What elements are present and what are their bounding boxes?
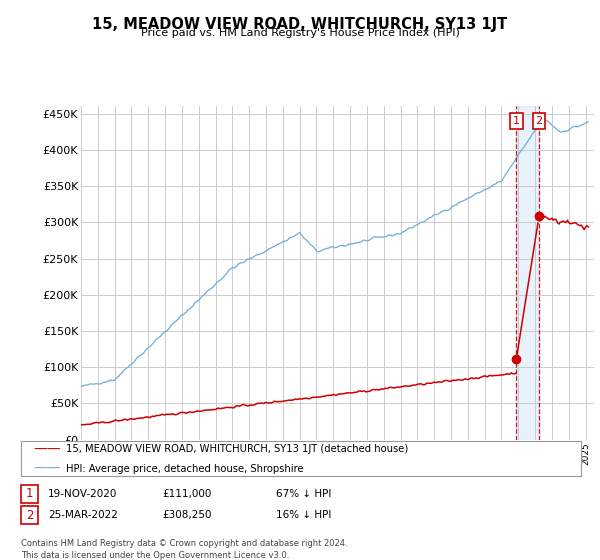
Text: £111,000: £111,000 — [162, 489, 211, 499]
Text: 19-NOV-2020: 19-NOV-2020 — [48, 489, 118, 499]
Text: Contains HM Land Registry data © Crown copyright and database right 2024.
This d: Contains HM Land Registry data © Crown c… — [21, 539, 347, 559]
Text: 15, MEADOW VIEW ROAD, WHITCHURCH, SY13 1JT (detached house): 15, MEADOW VIEW ROAD, WHITCHURCH, SY13 1… — [66, 445, 408, 454]
Text: ——: —— — [33, 461, 61, 476]
Text: 16% ↓ HPI: 16% ↓ HPI — [276, 510, 331, 520]
Text: HPI: Average price, detached house, Shropshire: HPI: Average price, detached house, Shro… — [66, 464, 304, 474]
Text: £308,250: £308,250 — [162, 510, 212, 520]
Text: 2: 2 — [26, 508, 33, 522]
Text: 67% ↓ HPI: 67% ↓ HPI — [276, 489, 331, 499]
Text: Price paid vs. HM Land Registry's House Price Index (HPI): Price paid vs. HM Land Registry's House … — [140, 28, 460, 38]
Text: 1: 1 — [26, 487, 33, 501]
Text: ——: —— — [33, 442, 61, 456]
Text: 15, MEADOW VIEW ROAD, WHITCHURCH, SY13 1JT: 15, MEADOW VIEW ROAD, WHITCHURCH, SY13 1… — [92, 17, 508, 32]
Text: 2: 2 — [535, 116, 542, 126]
Text: 25-MAR-2022: 25-MAR-2022 — [48, 510, 118, 520]
Bar — [516, 106, 539, 440]
Text: 1: 1 — [513, 116, 520, 126]
